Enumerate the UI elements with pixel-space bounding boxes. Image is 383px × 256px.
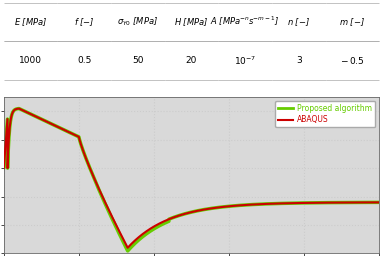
Proposed algorithm	[44, 120, 49, 123]
ABAQUS	[2, 167, 6, 170]
ABAQUS	[67, 131, 71, 134]
ABAQUS	[126, 246, 130, 249]
ABAQUS	[146, 229, 150, 232]
Proposed algorithm	[2, 167, 6, 170]
ABAQUS	[44, 120, 49, 123]
Line: Proposed algorithm: Proposed algorithm	[4, 109, 379, 251]
ABAQUS	[162, 220, 167, 223]
Proposed algorithm	[377, 201, 381, 204]
Proposed algorithm	[16, 107, 21, 110]
Proposed algorithm	[329, 201, 334, 204]
Proposed algorithm	[146, 231, 150, 234]
ABAQUS	[329, 201, 334, 204]
Line: ABAQUS: ABAQUS	[4, 109, 379, 248]
Legend: Proposed algorithm, ABAQUS: Proposed algorithm, ABAQUS	[275, 101, 375, 127]
Proposed algorithm	[126, 249, 130, 252]
ABAQUS	[370, 201, 374, 204]
Proposed algorithm	[162, 222, 167, 225]
Proposed algorithm	[67, 131, 71, 134]
ABAQUS	[377, 201, 381, 204]
Proposed algorithm	[370, 201, 374, 204]
ABAQUS	[16, 107, 21, 110]
